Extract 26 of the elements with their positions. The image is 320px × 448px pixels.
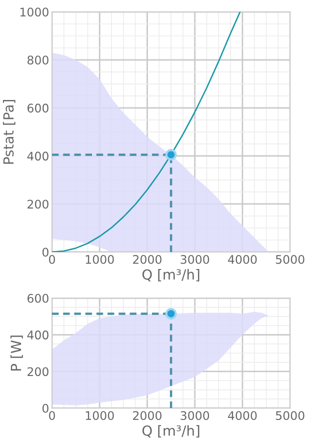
x-tick-label: 1000 <box>86 411 114 420</box>
x-tick-label: 0 <box>49 411 55 420</box>
y-tick-label: 600 <box>28 104 48 113</box>
x-tick-label: 5000 <box>276 254 304 264</box>
y-axis-title: P [W] <box>10 336 23 370</box>
y-tick-label: 0 <box>42 248 48 257</box>
y-tick-label: 0 <box>42 404 48 413</box>
x-tick-label: 2000 <box>133 411 162 420</box>
x-axis-title: Q [m³/h] <box>142 425 200 438</box>
x-tick-label: 1000 <box>86 254 114 264</box>
x-tick-label: 2000 <box>133 254 162 264</box>
y-tick-label: 1000 <box>20 8 48 17</box>
y-axis-title: Pstat [Pa] <box>2 100 16 164</box>
y-tick-label: 200 <box>28 367 48 376</box>
x-axis-title: Q [m³/h] <box>142 268 200 282</box>
x-tick-label: 4000 <box>228 254 257 264</box>
y-tick-label: 400 <box>27 330 48 340</box>
x-tick-label: 3000 <box>180 411 210 420</box>
x-tick-label: 4000 <box>228 411 257 420</box>
y-tick-label: 200 <box>28 200 48 209</box>
y-tick-label: 600 <box>28 294 48 303</box>
y-tick-label: 400 <box>27 152 48 161</box>
y-tick-label: 800 <box>27 56 48 65</box>
x-tick-label: 5000 <box>276 411 304 420</box>
x-tick-label: 0 <box>49 254 55 264</box>
x-tick-label: 3000 <box>180 254 210 264</box>
